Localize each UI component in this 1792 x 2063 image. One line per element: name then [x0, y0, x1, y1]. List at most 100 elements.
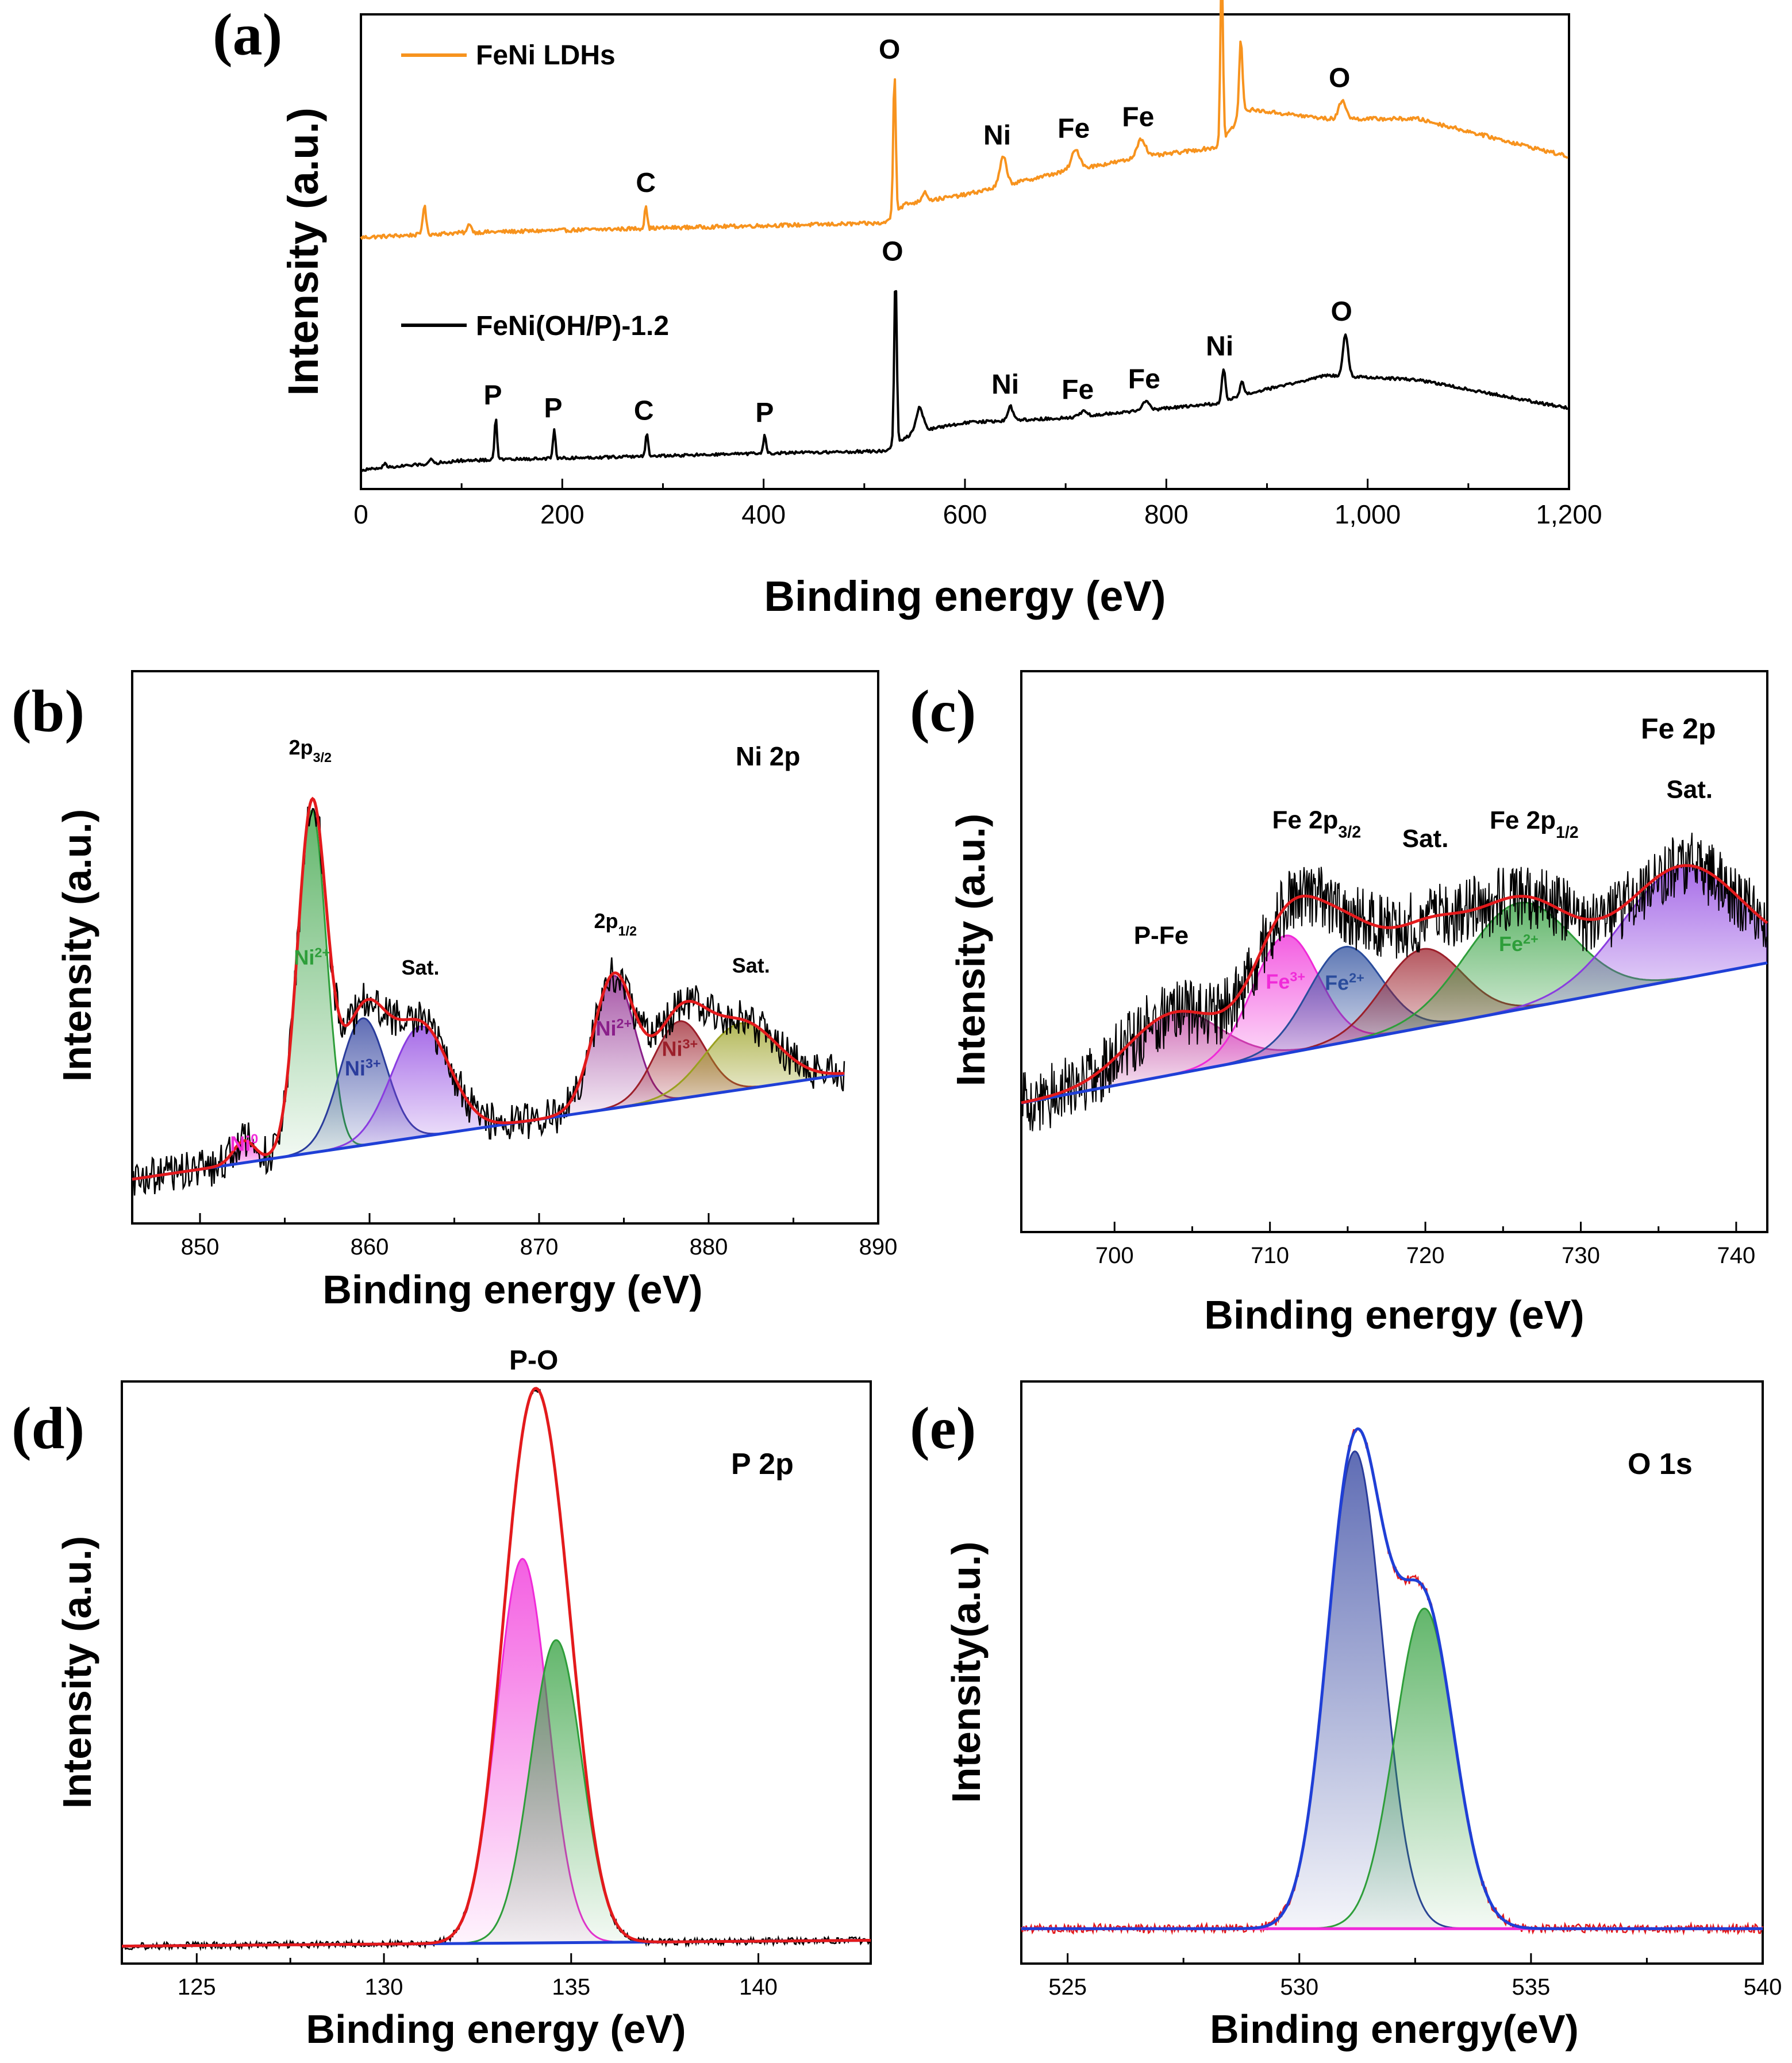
component-fill-po [424, 1640, 689, 1944]
plot-frame-d [121, 1380, 872, 1965]
peak-label: 2p3/2 [289, 736, 332, 765]
x-tick-label-e: 535 [1512, 1975, 1551, 2000]
spectra-c [1021, 833, 1768, 1131]
peak-label: O [1329, 63, 1350, 94]
x-tick-label-e: 530 [1280, 1975, 1318, 2000]
y-axis-label-b: Intensity (a.u.) [55, 809, 99, 1081]
peak-label: Ni [983, 121, 1011, 151]
peak-label: P-Fe [1134, 922, 1189, 950]
panel-d: (d) 125 130 135 140 P-O P 2p Binding energy… [11, 1345, 872, 2052]
component-fill-fe3 [1114, 935, 1457, 1086]
x-ticks-b: 850 860 870 880 890 [181, 1213, 898, 1260]
peak-label: Fe [1062, 375, 1094, 405]
peak-annotations-b: 2p3/2 Sat. 2p1/2 Sat. Ni0 Ni2+ Ni3+ Ni2+ Ni3+ [230, 736, 770, 1155]
component-label: Ni2+ [595, 1016, 632, 1040]
peak-label: C [634, 396, 654, 426]
x-tick-label-d: 135 [552, 1975, 590, 2000]
component-fill-ni3 [243, 1018, 482, 1163]
x-tick-label-b: 890 [859, 1234, 898, 1260]
y-axis-label-c: Intensity (a.u.) [948, 814, 993, 1086]
plot-frame-e [1020, 1380, 1764, 1965]
x-tick-label-a: 1,200 [1536, 499, 1602, 529]
spectra-d [121, 1387, 871, 1952]
peak-label: O [882, 236, 903, 267]
x-ticks-d: 125 130 135 140 [178, 1953, 778, 2000]
component-fill-o2 [1271, 1608, 1578, 1929]
x-ticks-c: 700 710 720 730 740 [1095, 1222, 1755, 1268]
x-tick-label-b: 850 [181, 1234, 220, 1260]
x-axis-label-c: Binding energy (eV) [1204, 1292, 1584, 1337]
peak-label: Ni [1206, 332, 1233, 362]
x-tick-label-b: 870 [520, 1234, 559, 1260]
x-tick-label-a: 800 [1144, 499, 1189, 529]
fit-envelope-line [1021, 1427, 1763, 1930]
panel-letter-d: (d) [11, 1395, 84, 1461]
component-fill-fe2 [1156, 946, 1533, 1078]
component-fill-ni2 [509, 976, 718, 1124]
legend-label-feni-ldh: FeNi LDHs [476, 40, 616, 71]
y-axis-label-a: Intensity (a.u.) [279, 107, 327, 396]
peak-label: Sat. [1402, 825, 1449, 853]
y-axis-label-e: Intensity(a.u.) [944, 1541, 989, 1803]
series-line-feni-ohp [360, 290, 1568, 472]
peak-label: Sat. [401, 956, 439, 979]
peak-label: 2p1/2 [594, 909, 637, 938]
background-line [1021, 961, 1768, 1104]
x-ticks-e: 525 530 535 540 [1048, 1953, 1782, 2000]
panel-letter-e: (e) [910, 1395, 976, 1461]
panel-b: (b) 850 860 870 880 890 2p3/2 Sat. 2p1/2 Sat. Ni… [11, 670, 898, 1312]
panel-letter-b: (b) [11, 678, 84, 744]
peak-label: Fe [1128, 364, 1160, 394]
component-fill-ni0 [188, 1140, 300, 1171]
spectra-b [131, 796, 845, 1196]
component-fill-ni3 [549, 1021, 810, 1118]
x-tick-label-c: 710 [1251, 1243, 1289, 1268]
panel-c: (c) 700 710 720 730 740 P-Fe Fe 2p3/2 Sat. Fe 2… [910, 670, 1768, 1337]
component-fill-ni2 [237, 810, 387, 1164]
component-fill-sat [1374, 866, 1767, 1037]
x-tick-label-c: 730 [1562, 1243, 1600, 1268]
peak-label: Fe 2p1/2 [1490, 806, 1579, 842]
fit-envelope-line [132, 796, 845, 1181]
component-label: Ni0 [230, 1131, 258, 1155]
region-title-b: Ni 2p [736, 741, 800, 771]
plot-frame-b [131, 670, 879, 1225]
x-tick-label-e: 540 [1744, 1975, 1782, 2000]
x-tick-label-d: 140 [739, 1975, 778, 2000]
background-line [132, 1073, 845, 1181]
peak-label: Ni [991, 370, 1019, 400]
peak-label: P-O [509, 1345, 558, 1376]
component-label: Fe2+ [1499, 932, 1539, 956]
x-tick-label-b: 860 [351, 1234, 389, 1260]
x-tick-label-b: 880 [690, 1234, 728, 1260]
x-tick-label-d: 130 [365, 1975, 403, 2000]
component-label: Ni3+ [345, 1056, 381, 1080]
x-tick-label-a: 0 [353, 499, 368, 529]
peak-label: Sat. [1666, 775, 1713, 803]
x-ticks-a: 0 200 400 600 800 1,000 1,200 [353, 479, 1602, 529]
y-axis-label-d: Intensity (a.u.) [55, 1536, 99, 1808]
peak-label: P [544, 393, 563, 424]
peak-annotations-c: P-Fe Fe 2p3/2 Sat. Fe 2p1/2 Sat. Fe3+ Fe2+ Fe2+ [1134, 775, 1713, 994]
peak-annotations-a: OCNiFeFeNiOPPCPONiFeFeNiO [483, 34, 1352, 428]
region-title-c: Fe 2p [1641, 713, 1716, 745]
x-tick-label-c: 720 [1406, 1243, 1445, 1268]
plot-frame-c [1020, 670, 1768, 1233]
component-label: Fe2+ [1325, 971, 1364, 995]
peak-label: Fe 2p3/2 [1272, 806, 1361, 842]
peak-label: Sat. [732, 953, 770, 977]
x-axis-label-a: Binding energy (eV) [764, 572, 1166, 620]
x-tick-label-a: 200 [540, 499, 584, 529]
panel-a: (a) 0 200 400 600 800 1,000 1,200 O C Ni Fe Fe Ni O P… [213, 0, 1602, 620]
panel-letter-a: (a) [213, 2, 282, 68]
x-axis-label-e: Binding energy(eV) [1210, 2007, 1579, 2052]
peak-annotations-d: P-O [509, 1345, 558, 1376]
x-axis-label-d: Binding energy (eV) [306, 2007, 686, 2052]
region-title-e: O 1s [1628, 1448, 1693, 1481]
peak-label: Fe [1122, 102, 1154, 132]
peak-label: O [1330, 297, 1352, 327]
panel-e: (e) 525 530 535 540 O 1s Binding energy(eV)… [910, 1380, 1782, 2052]
fit-envelope-line [122, 1387, 871, 1948]
panel-letter-c: (c) [910, 678, 976, 744]
